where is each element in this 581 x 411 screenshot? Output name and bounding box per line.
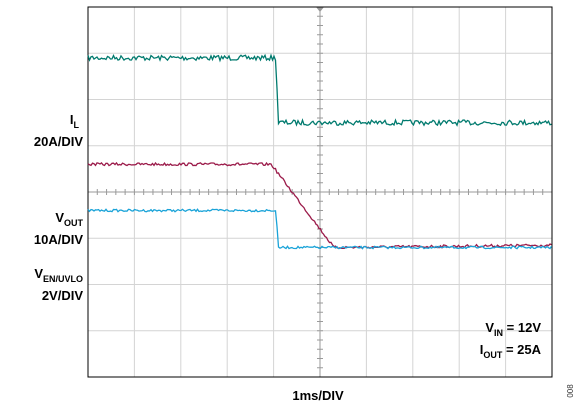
channel-label-vout: VOUT — [55, 210, 83, 228]
annotation-vin-value: = 12V — [503, 320, 541, 335]
channel-label-vout-subscript: OUT — [64, 218, 84, 228]
trace-il — [87, 53, 552, 127]
plot-frame — [87, 6, 553, 378]
traces — [87, 53, 553, 250]
channel-label-ven-name: V — [34, 266, 43, 281]
channel-label-ven-subscript: EN/UVLO — [43, 274, 83, 284]
channel-label-il-subscript: L — [74, 120, 80, 130]
channel-scale-ven: 2V/DIV — [42, 288, 84, 303]
channel-label-il: IL — [70, 112, 80, 130]
channel-label-ven: VEN/UVLO — [34, 266, 83, 284]
x-axis-label: 1ms/DIV — [292, 388, 344, 403]
annotation-iout-value: = 25A — [502, 342, 541, 357]
trigger-marker — [316, 7, 324, 12]
annotation-vin-subscript: IN — [494, 328, 503, 338]
channel-label-il-name: I — [70, 112, 74, 127]
channel-label-vout-name: V — [55, 210, 64, 225]
figure-id: 008 — [566, 384, 575, 398]
channel-scale-vout: 10A/DIV — [34, 232, 83, 247]
annotation-vin-name: V — [485, 320, 494, 335]
annotation-vin: VIN = 12V — [485, 320, 541, 338]
annotation-iout-subscript: OUT — [483, 350, 503, 360]
graticule-grid — [87, 6, 553, 378]
channel-scale-il: 20A/DIV — [34, 134, 83, 149]
annotation-iout-name: I — [480, 342, 484, 357]
annotation-iout: IOUT = 25A — [480, 342, 542, 360]
trace-ven-uvlo — [87, 208, 553, 250]
